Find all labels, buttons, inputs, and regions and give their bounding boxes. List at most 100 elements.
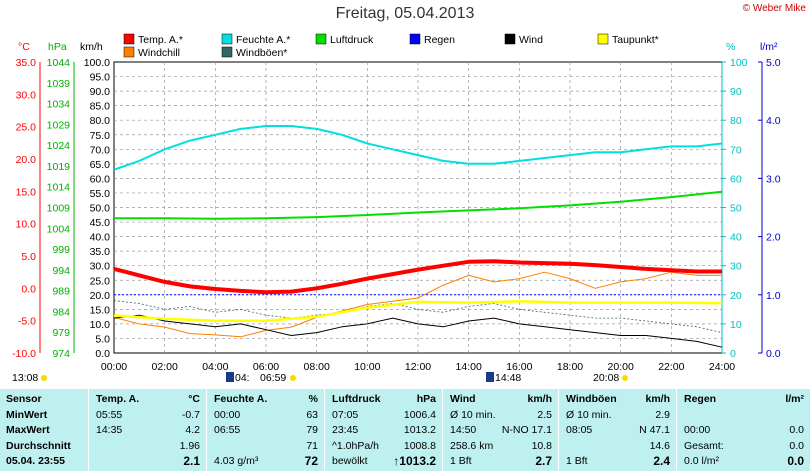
hum-tick: 0 <box>730 348 736 360</box>
table-cell-label: Luftdruck <box>332 393 381 405</box>
table-cell-value: 2.5 <box>537 408 552 421</box>
table-cell-value: 1013.2 <box>403 424 436 436</box>
table-separator <box>206 389 207 471</box>
hum-tick: 30 <box>730 261 742 273</box>
wind-tick: 75.0 <box>90 130 111 142</box>
x-tick: 24:00 <box>709 361 735 373</box>
table-row: 08:05 N 47.1 <box>560 423 676 437</box>
wind-tick: 40.0 <box>90 232 111 244</box>
table-row: 14:35 4.2 <box>90 423 206 437</box>
rain-axis-unit: l/m² <box>760 41 778 53</box>
table-cell-label: MinWert <box>6 408 48 421</box>
table-cell-label: 05:55 <box>96 408 123 421</box>
wind-tick: 0.0 <box>95 348 110 360</box>
x-tick: 04:00 <box>202 361 228 373</box>
table-cell-label: 05.04. 23:55 <box>6 455 65 467</box>
temp-tick: 35.0 <box>16 57 37 69</box>
marker-d: 20:08 <box>593 372 619 384</box>
temp-tick: 5.0 <box>21 251 36 263</box>
table-cell-label: ^1.0hPa/h <box>332 439 379 452</box>
table-cell-value: 14.6 <box>649 439 670 452</box>
legend-swatch <box>315 33 327 45</box>
table-column: Windböen km/h Ø 10 min. 2.9 08:05 N 47.1 14.6 1… <box>560 389 676 471</box>
press-tick: 974 <box>52 348 70 360</box>
table-cell-value: 4.2 <box>185 424 200 436</box>
table-row: 4.03 g/m³ 72 <box>208 454 324 468</box>
legend-swatch <box>123 33 135 45</box>
rain-tick: 1.0 <box>766 290 781 302</box>
table-row: 00:00 0.0 <box>678 423 810 437</box>
chart-title: Freitag, 05.04.2013 <box>335 5 475 22</box>
wind-tick: 5.0 <box>95 333 110 345</box>
table-cell-value: 10.8 <box>531 439 552 452</box>
table-cell-value: hPa <box>416 393 436 405</box>
table-separator <box>558 389 559 471</box>
table-cell-value: N-NO 17.1 <box>501 424 552 436</box>
legend-label: Regen <box>424 34 455 46</box>
table-column: Sensor MinWert MaxWert Durchschnitt 05.04. 2… <box>0 389 88 471</box>
table-row: Ø 10 min. 2.5 <box>444 408 558 422</box>
legend-label: Temp. A.* <box>138 34 183 46</box>
marker-icon-a <box>226 372 234 382</box>
table-row: 71 <box>208 439 324 453</box>
table-row: 0.0 l/m² 0.0 <box>678 454 810 468</box>
series-luftdruck <box>114 190 723 220</box>
table-cell-label: Ø 10 min. <box>566 408 612 421</box>
marker-c: 14:48 <box>495 372 521 384</box>
table-row: 07:05 1006.4 <box>326 408 442 422</box>
x-tick: 06:00 <box>253 361 279 373</box>
press-tick: 989 <box>52 286 70 298</box>
wind-tick: 15.0 <box>90 304 111 316</box>
legend-swatch <box>409 33 421 45</box>
marker-b: 06:59 <box>260 372 286 384</box>
temp-tick: -10.0 <box>12 348 36 360</box>
table-cell-value: km/h <box>645 393 670 405</box>
temp-tick: 20.0 <box>16 154 37 166</box>
weather-chart: °C hPa km/h% l/m² 35.0 30.0 25.0 20.0 15.0 10.0 5.… <box>12 33 781 384</box>
table-cell-label: Temp. A. <box>96 393 140 405</box>
table-row: Durchschnitt <box>0 439 88 453</box>
rain-tick: 0.0 <box>766 348 781 360</box>
table-header: Luftdruck hPa <box>326 392 442 406</box>
table-column: Wind km/h Ø 10 min. 2.5 14:50 N-NO 17.1 258.6 … <box>444 389 558 471</box>
table-cell-label: Durchschnitt <box>6 439 71 452</box>
table-header: Wind km/h <box>444 392 558 406</box>
table-cell-label: 23:45 <box>332 424 359 436</box>
wind-tick: 35.0 <box>90 246 111 258</box>
legend-label: Taupunkt* <box>612 34 659 46</box>
table-cell-value: °C <box>188 393 200 405</box>
wind-tick: 25.0 <box>90 275 111 287</box>
table-row: 1 Bft 2.7 <box>444 454 558 468</box>
table-cell-value: 2.4 <box>653 454 670 468</box>
table-cell-value: 1008.8 <box>403 439 436 452</box>
table-column: Regen l/m² 00:00 0.0 Gesamt: 0.0 0.0 l/m² 0.0 <box>678 389 810 471</box>
table-cell-label: Ø 10 min. <box>450 408 496 421</box>
table-separator <box>88 389 89 471</box>
table-cell-value: 0.0 <box>787 454 804 468</box>
marker-a: 04: <box>235 372 250 384</box>
table-cell-label: 258.6 km <box>450 439 494 452</box>
table-cell-label: 1 Bft <box>566 455 588 467</box>
x-tick: 08:00 <box>304 361 330 373</box>
series-feuchte-a- <box>113 125 723 171</box>
wind-tick: 85.0 <box>90 101 111 113</box>
hum-tick: 10 <box>730 319 742 331</box>
legend-swatch <box>504 33 516 45</box>
wind-tick: 90.0 <box>90 86 111 98</box>
table-header: Sensor <box>0 392 88 406</box>
table-row: 14:50 N-NO 17.1 <box>444 423 558 437</box>
series-wind <box>113 314 723 348</box>
table-cell-label: Feuchte A. <box>214 393 268 405</box>
press-tick: 1009 <box>47 203 71 215</box>
table-row: 1 Bft 2.4 <box>560 454 676 468</box>
x-tick: 20:00 <box>608 361 634 373</box>
table-row: 258.6 km 10.8 <box>444 439 558 453</box>
temp-tick: 25.0 <box>16 122 37 134</box>
table-cell-label: Gesamt: <box>684 439 724 452</box>
table-header: Feuchte A.% <box>208 392 324 406</box>
temp-axis-unit: °C <box>18 41 30 53</box>
temp-tick: -5.0 <box>18 316 36 328</box>
table-row: MaxWert <box>0 423 88 437</box>
press-tick: 1014 <box>47 182 71 194</box>
press-tick: 1044 <box>47 57 71 69</box>
